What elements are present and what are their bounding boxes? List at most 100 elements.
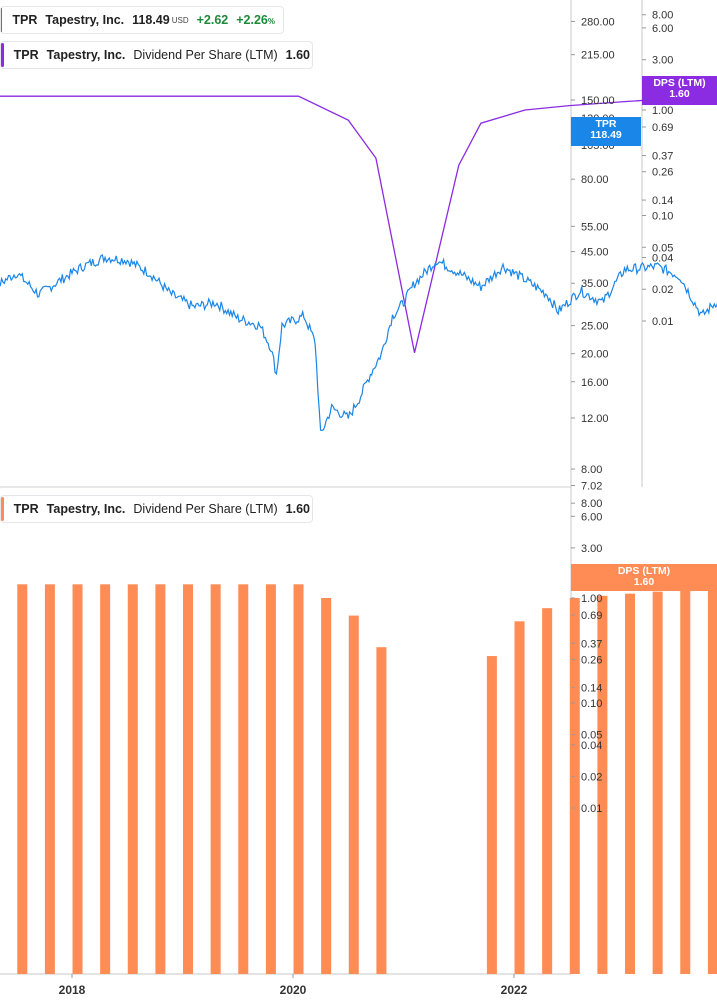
dps-bar	[210, 584, 221, 974]
dps-bar	[376, 647, 387, 974]
price-tick-label: 25.00	[581, 321, 609, 333]
dps-bar	[293, 584, 304, 974]
legend-dps-name: Tapestry, Inc.	[46, 48, 126, 62]
legend-dps-metric: Dividend Per Share (LTM)	[133, 48, 278, 62]
dps-tick-label: 0.69	[652, 122, 673, 134]
dps-bar-tag-value: 1.60	[633, 576, 655, 588]
dps-bar	[238, 584, 249, 974]
bar-axis-tick-label: 0.04	[581, 740, 602, 752]
bar-axis-tick-label: 0.05	[581, 730, 602, 742]
price-tick-label: 215.00	[581, 50, 615, 62]
legend-price[interactable]: TPR Tapestry, Inc. 118.49 USD +2.62 +2.2…	[0, 6, 284, 34]
price-swatch	[1, 8, 3, 32]
dps-bar	[100, 584, 111, 974]
price-tick-label: 280.00	[581, 16, 615, 28]
time-tick-label: 2018	[59, 983, 86, 997]
bar-axis-tick-label: 0.26	[581, 654, 602, 666]
dps-bar	[486, 656, 497, 974]
legend-dps-bar-ticker: TPR	[13, 502, 39, 516]
dps-line-swatch	[1, 43, 4, 67]
price-tick-label: 45.00	[581, 247, 609, 259]
dps-bar	[72, 584, 83, 974]
bar-axis-tick-label: 0.14	[581, 683, 602, 695]
line-series	[0, 95, 717, 432]
legend-dps-bar-metric: Dividend Per Share (LTM)	[133, 502, 278, 516]
dps-bar	[569, 598, 580, 974]
price-line	[0, 254, 717, 432]
dps-tick-label: 1.00	[652, 105, 673, 117]
legend-dps-line[interactable]: TPR Tapestry, Inc. Dividend Per Share (L…	[0, 41, 313, 69]
price-tag: TPR 118.49	[571, 117, 641, 146]
dps-bar	[17, 584, 28, 974]
bar-axis-tick-label: 6.00	[581, 511, 602, 523]
dps-bar-tag-label: DPS (LTM)	[617, 565, 671, 577]
dps-bar	[542, 608, 553, 974]
dps-bar	[597, 595, 608, 974]
price-tick-label: 80.00	[581, 174, 609, 186]
dps-line-tag-value: 1.60	[669, 88, 690, 100]
bar-axis-tick-label: 1.00	[581, 593, 602, 605]
price-tick-label: 12.00	[581, 413, 609, 425]
dps-bar	[155, 584, 166, 974]
price-tag-value: 118.49	[590, 129, 622, 141]
legend-dps-ticker: TPR	[13, 48, 39, 62]
legend-price-change-pct-value: +2.26	[236, 13, 268, 27]
price-tick-label: 35.00	[581, 278, 609, 290]
dps-tick-label: 0.05	[652, 242, 673, 254]
dps-tick-label: 0.10	[652, 211, 673, 223]
bar-axis-tick-label: 0.01	[581, 803, 602, 815]
dps-bar	[514, 621, 525, 974]
bar-axis-tick-label: 0.02	[581, 771, 602, 783]
dps-tick-label: 8.00	[652, 10, 673, 22]
bar-axis-tick-label: 3.00	[581, 543, 602, 555]
dps-bar	[183, 584, 194, 974]
dps-bar-series	[17, 584, 717, 974]
time-tick-label: 2020	[280, 983, 307, 997]
price-tag-label: TPR	[595, 118, 617, 130]
dps-bar	[707, 587, 717, 974]
legend-price-value: 118.49	[132, 13, 170, 27]
legend-dps-value: 1.60	[285, 48, 310, 62]
dps-tick-label: 6.00	[652, 23, 673, 35]
dps-tick-label: 0.02	[652, 284, 673, 296]
dps-bar	[652, 591, 663, 974]
legend-price-change: +2.62	[196, 13, 229, 27]
dps-bar-swatch	[1, 497, 4, 521]
bar-axis-tick-label: 0.69	[581, 610, 602, 622]
dps-bar	[321, 598, 332, 974]
dps-tick-label: 0.14	[652, 195, 673, 207]
price-tick-label: 150.00	[581, 95, 615, 107]
legend-price-change-pct: +2.26%	[236, 13, 275, 27]
price-tick-label: 55.00	[581, 221, 609, 233]
legend-dps-bar-value: 1.60	[285, 502, 310, 516]
bar-axis-tick-label: 0.10	[581, 698, 602, 710]
legend-price-currency: USD	[171, 15, 189, 25]
dps-tick-label: 3.00	[652, 55, 673, 67]
price-tick-label: 8.00	[581, 464, 602, 476]
dps-line	[0, 95, 717, 353]
legend-dps-bar[interactable]: TPR Tapestry, Inc. Dividend Per Share (L…	[0, 495, 313, 523]
price-tick-label: 20.00	[581, 349, 609, 361]
dps-bar	[265, 584, 276, 974]
dps-tick-label: 0.04	[652, 252, 673, 264]
legend-dps-bar-name: Tapestry, Inc.	[46, 502, 126, 516]
dps-tick-label: 0.26	[652, 167, 673, 179]
dps-bar	[44, 584, 55, 974]
dps-bar	[348, 615, 359, 974]
dps-bar	[127, 584, 138, 974]
dps-bar	[625, 593, 636, 974]
legend-price-pct-sign: %	[267, 17, 275, 26]
time-tick-label: 2022	[501, 983, 528, 997]
dps-line-tag: DPS (LTM) 1.60	[642, 76, 717, 105]
dps-bar	[680, 589, 691, 974]
dps-tick-label: 0.37	[652, 151, 673, 163]
price-tick-label: 7.02	[581, 481, 602, 493]
price-tick-label: 16.00	[581, 377, 609, 389]
bar-axis-tick-label: 8.00	[581, 498, 602, 510]
legend-price-name: Tapestry, Inc.	[45, 13, 125, 27]
dps-bar-tag: DPS (LTM) 1.60	[571, 564, 717, 591]
axis-ticks: 280.00215.00150.00130.00105.0080.0055.00…	[59, 10, 674, 997]
bar-axis-tick-label: 0.37	[581, 638, 602, 650]
dps-tick-label: 0.01	[652, 316, 673, 328]
